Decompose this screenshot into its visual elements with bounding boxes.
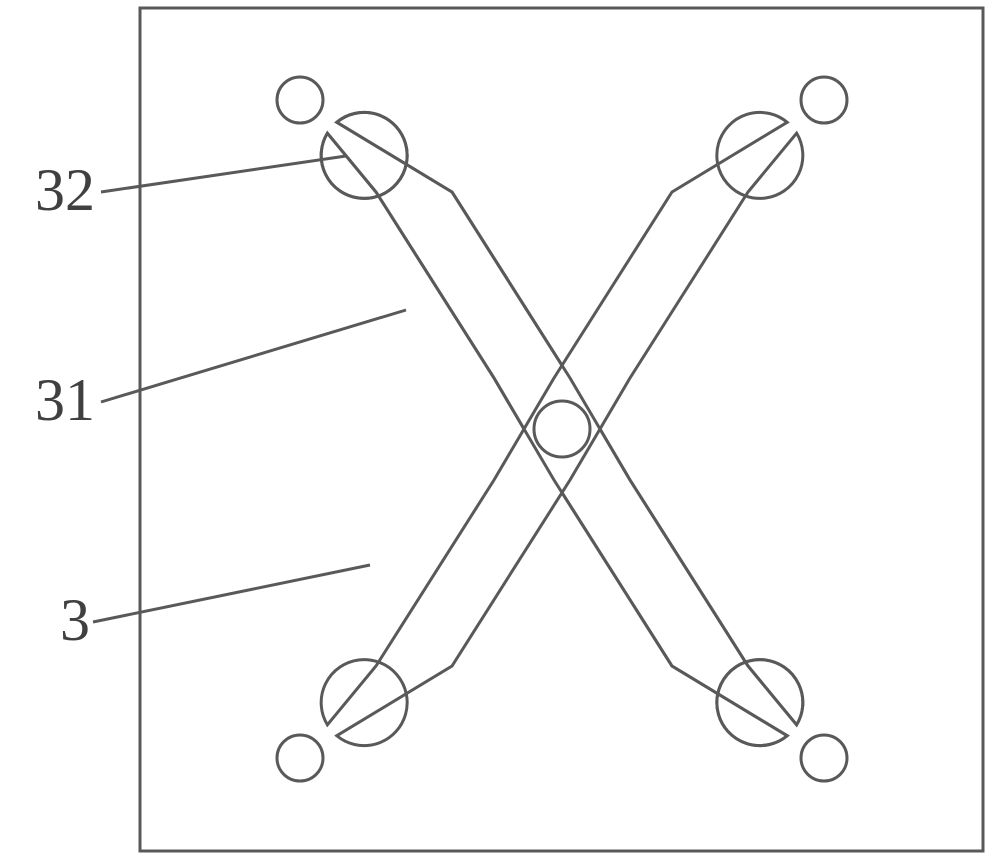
callout-label: 3 bbox=[60, 587, 90, 653]
leader-line bbox=[93, 565, 370, 622]
corner-hole bbox=[277, 77, 323, 123]
corner-hole bbox=[801, 77, 847, 123]
pivot-hole bbox=[534, 401, 590, 457]
callout-label: 31 bbox=[35, 367, 95, 433]
leader-line bbox=[101, 156, 346, 192]
callout-label: 32 bbox=[35, 157, 95, 223]
leader-line bbox=[101, 310, 406, 402]
corner-hole bbox=[801, 735, 847, 781]
corner-hole bbox=[277, 735, 323, 781]
